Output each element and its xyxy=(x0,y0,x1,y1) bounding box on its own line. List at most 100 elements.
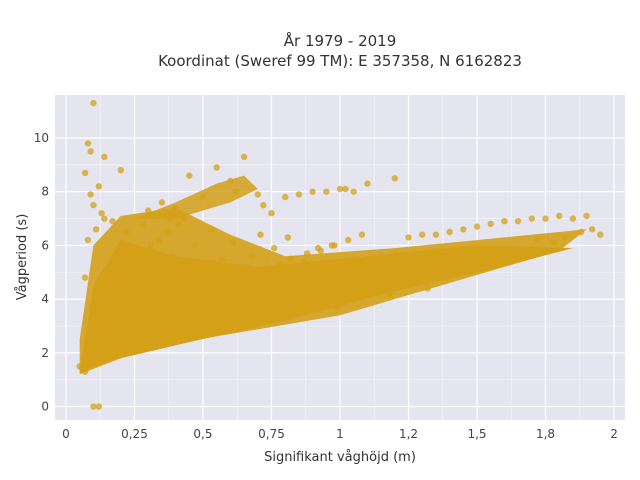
scatter-point xyxy=(117,341,125,348)
scatter-point xyxy=(254,191,261,198)
scatter-point xyxy=(542,215,549,222)
y-axis-label: Vågperiod (s) xyxy=(15,214,30,301)
point-cloud-band xyxy=(79,240,573,372)
scatter-point xyxy=(569,215,577,222)
scatter-point xyxy=(312,301,319,308)
scatter-point xyxy=(419,231,426,238)
scatter-point xyxy=(112,306,119,314)
scatter-point xyxy=(588,226,596,233)
scatter-point xyxy=(227,177,234,185)
scatter-point xyxy=(446,228,453,236)
scatter-points xyxy=(76,99,604,410)
scatter-point xyxy=(350,258,357,265)
scatter-point xyxy=(364,180,371,187)
scatter-point xyxy=(298,301,305,308)
scatter-point xyxy=(501,218,508,225)
scatter-point xyxy=(213,164,220,171)
scatter-point xyxy=(87,349,94,357)
scatter-point xyxy=(309,269,316,276)
scatter-point xyxy=(583,212,590,220)
scatter-point xyxy=(87,191,94,198)
y-tick-label: 10 xyxy=(34,131,49,145)
scatter-point xyxy=(284,234,292,241)
scatter-point xyxy=(205,269,212,276)
scatter-point xyxy=(177,279,185,287)
scatter-point xyxy=(95,355,103,362)
x-tick-label: 1,5 xyxy=(467,427,486,441)
chart-title-line-2: Koordinat (Sweref 99 TM): E 357358, N 61… xyxy=(158,52,522,70)
scatter-point xyxy=(232,282,240,289)
scatter-point xyxy=(117,167,125,174)
scatter-point xyxy=(268,282,275,289)
scatter-point xyxy=(134,258,141,265)
scatter-point xyxy=(301,258,308,265)
scatter-point xyxy=(90,201,97,209)
scatter-point xyxy=(213,304,220,311)
scatter-point xyxy=(219,255,226,262)
x-tick-label: 0 xyxy=(62,427,70,441)
scatter-point xyxy=(358,269,366,276)
scatter-point xyxy=(188,263,196,271)
x-tick-label: 0,25 xyxy=(121,427,148,441)
scatter-point xyxy=(123,228,130,236)
scatter-point xyxy=(84,236,92,244)
x-axis-label: Signifikant våghöjd (m) xyxy=(264,450,416,465)
scatter-point xyxy=(391,175,398,182)
scatter-point xyxy=(334,304,341,311)
y-tick-label: 2 xyxy=(41,346,49,360)
scatter-point xyxy=(295,191,303,198)
scatter-point xyxy=(358,231,366,238)
scatter-point xyxy=(460,226,467,233)
scatter-point xyxy=(386,290,393,297)
scatter-point xyxy=(432,231,440,238)
scatter-point xyxy=(260,201,267,209)
scatter-point xyxy=(101,215,108,222)
scatter-point xyxy=(172,204,179,211)
scatter-point xyxy=(186,172,193,179)
x-tick-label: 1,2 xyxy=(399,427,418,441)
scatter-point xyxy=(109,218,116,225)
scatter-point xyxy=(561,234,568,241)
scatter-point xyxy=(293,298,300,305)
scatter-point xyxy=(282,193,289,201)
scatter-point xyxy=(123,298,130,305)
scatter-point xyxy=(103,317,111,324)
y-tick-label: 4 xyxy=(41,292,49,306)
scatter-point xyxy=(145,328,152,335)
scatter-point xyxy=(227,298,234,305)
scatter-point xyxy=(161,328,168,335)
scatter-point xyxy=(282,279,289,287)
scatter-point xyxy=(95,403,103,410)
scatter-point xyxy=(81,274,89,281)
scatter-point xyxy=(158,322,166,330)
scatter-point xyxy=(287,255,294,262)
scatter-point xyxy=(139,220,146,228)
scatter-point xyxy=(180,215,187,222)
scatter-point xyxy=(323,266,330,273)
scatter-point xyxy=(235,312,242,319)
scatter-point xyxy=(232,188,240,195)
x-tick-label: 2 xyxy=(610,427,618,441)
x-tick-label: 1,8 xyxy=(536,427,555,441)
scatter-point xyxy=(106,347,114,354)
scatter-point xyxy=(257,231,264,238)
scatter-point xyxy=(175,220,182,228)
scatter-point xyxy=(350,188,357,195)
scatter-point xyxy=(84,357,92,365)
scatter-point xyxy=(131,301,138,308)
scatter-point xyxy=(216,317,223,324)
scatter-point xyxy=(514,218,522,225)
scatter-point xyxy=(101,153,108,160)
scatter-point xyxy=(268,210,275,217)
scatter-point xyxy=(90,403,97,410)
scatter-point xyxy=(468,250,475,257)
scatter-point xyxy=(147,242,155,249)
scatter-point xyxy=(166,215,174,222)
scatter-point xyxy=(597,231,604,238)
scatter-point xyxy=(136,341,144,348)
scatter-point xyxy=(342,185,349,193)
scatter-point xyxy=(199,309,207,316)
x-axis-ticks: 0 0,25 0,5 0,75 1 1,2 1,5 1,8 2 xyxy=(62,427,618,441)
scatter-point xyxy=(336,261,344,268)
